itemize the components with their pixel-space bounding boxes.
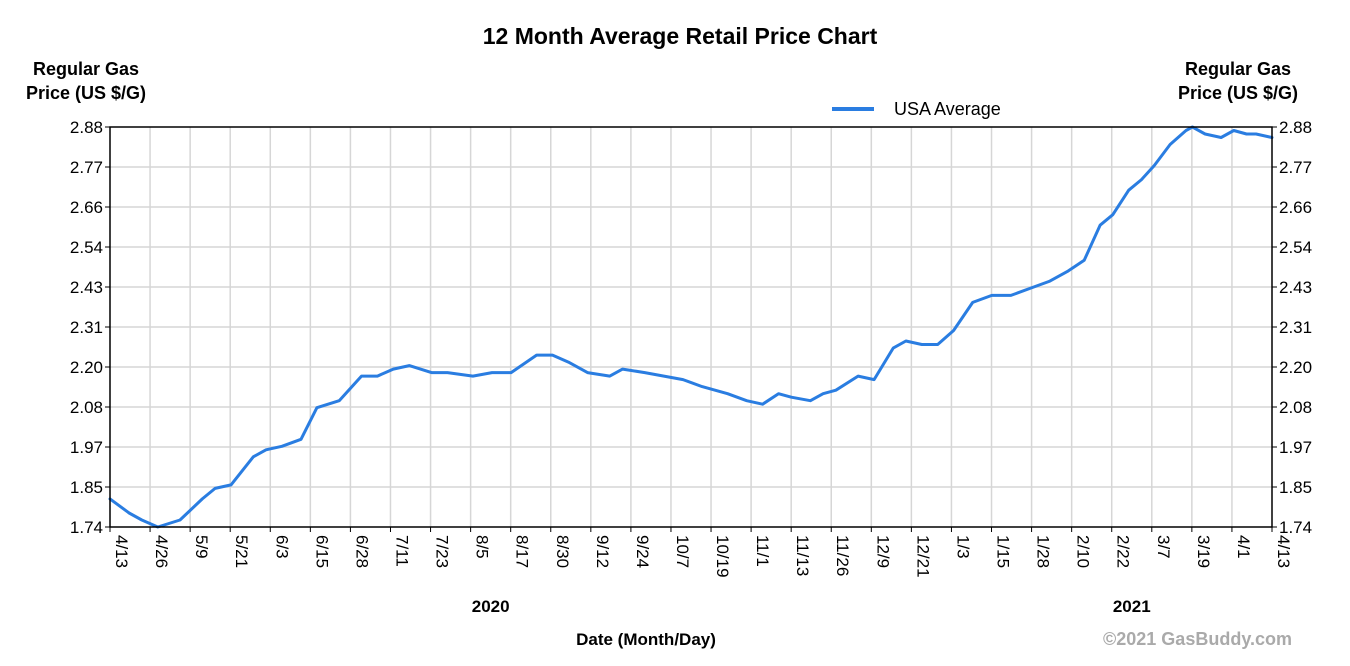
x-tick-label: 4/1 — [1234, 535, 1253, 559]
y-axis-title-left-line2: Price (US $/G) — [26, 83, 146, 103]
y-tick-label-left: 1.97 — [70, 438, 103, 457]
x-tick-label: 1/28 — [1034, 535, 1053, 568]
x-tick-label: 8/5 — [473, 535, 492, 559]
legend: USA Average — [832, 99, 1001, 119]
x-tick-label: 9/12 — [593, 535, 612, 568]
y-axis-left: 1.74 1.85 1.97 2.08 2.20 2.31 2.43 2.54 2.66 2.77… — [70, 118, 110, 537]
y-tick-label-right: 2.54 — [1279, 238, 1312, 257]
y-tick-label-left: 2.66 — [70, 198, 103, 217]
copyright-credit: ©2021 GasBuddy.com — [1103, 629, 1292, 649]
y-axis-title-right-line1: Regular Gas — [1185, 59, 1291, 79]
y-tick-label-right: 1.74 — [1279, 518, 1312, 537]
x-tick-label: 8/30 — [553, 535, 572, 568]
x-tick-label: 3/7 — [1154, 535, 1173, 559]
y-tick-label-right: 2.08 — [1279, 398, 1312, 417]
y-tick-label-right: 2.31 — [1279, 318, 1312, 337]
chart-title: 12 Month Average Retail Price Chart — [483, 23, 878, 49]
y-tick-label-right: 2.66 — [1279, 198, 1312, 217]
x-tick-label: 11/1 — [753, 535, 772, 567]
y-axis-title-left-line1: Regular Gas — [33, 59, 139, 79]
x-tick-label: 2/22 — [1114, 535, 1133, 568]
y-tick-label-right: 1.97 — [1279, 438, 1312, 457]
x-tick-label: 11/13 — [793, 535, 812, 576]
x-tick-label: 12/9 — [873, 535, 892, 568]
y-axis-right: 1.74 1.85 1.97 2.08 2.20 2.31 2.43 2.54 2.66 2.77… — [1272, 118, 1312, 537]
y-tick-label-right: 2.77 — [1279, 158, 1312, 177]
year-label: 2020 — [472, 597, 510, 616]
x-axis-title: Date (Month/Day) — [576, 630, 716, 649]
y-tick-label-right: 1.85 — [1279, 478, 1312, 497]
x-tick-label: 6/3 — [272, 535, 291, 559]
y-tick-label-right: 2.43 — [1279, 278, 1312, 297]
year-labels: 2020 2021 — [472, 597, 1151, 616]
x-tick-label: 7/11 — [392, 535, 411, 567]
y-tick-label-left: 2.08 — [70, 398, 103, 417]
x-tick-label: 6/28 — [352, 535, 371, 568]
x-tick-label: 9/24 — [633, 535, 652, 568]
x-tick-label: 1/3 — [953, 535, 972, 559]
y-tick-label-left: 2.54 — [70, 238, 103, 257]
x-tick-label: 12/21 — [913, 535, 932, 578]
year-label: 2021 — [1113, 597, 1151, 616]
x-tick-label: 11/26 — [833, 535, 852, 576]
y-tick-label-left: 2.77 — [70, 158, 103, 177]
series-usa-average — [108, 125, 1274, 529]
grid — [110, 127, 1272, 527]
y-tick-label-left: 2.88 — [70, 118, 103, 137]
x-tick-label: 6/15 — [312, 535, 331, 568]
x-tick-label: 8/17 — [513, 535, 532, 568]
x-tick-label: 10/19 — [713, 535, 732, 578]
x-tick-label: 4/13 — [112, 535, 131, 568]
y-tick-label-left: 2.31 — [70, 318, 103, 337]
x-tick-label: 10/7 — [673, 535, 692, 568]
y-tick-label-left: 2.43 — [70, 278, 103, 297]
x-tick-label: 2/10 — [1074, 535, 1093, 568]
x-tick-label: 7/23 — [433, 535, 452, 568]
x-tick-label: 1/15 — [994, 535, 1013, 568]
x-tick-label: 3/19 — [1194, 535, 1213, 568]
y-tick-label-right: 2.88 — [1279, 118, 1312, 137]
legend-label: USA Average — [894, 99, 1001, 119]
y-tick-label-left: 2.20 — [70, 358, 103, 377]
y-axis-title-right-line2: Price (US $/G) — [1178, 83, 1298, 103]
plot-frame — [109, 126, 1273, 528]
x-tick-label: 4/13 — [1274, 535, 1293, 568]
y-tick-label-left: 1.85 — [70, 478, 103, 497]
series-line-usa-average — [108, 125, 1274, 529]
y-tick-label-right: 2.20 — [1279, 358, 1312, 377]
x-axis: 4/13 4/26 5/9 5/21 6/3 6/15 6/28 7/11 7/23 8/5 8/1… — [109, 527, 1293, 578]
x-tick-label: 5/21 — [232, 535, 251, 568]
x-tick-label: 5/9 — [192, 535, 211, 559]
x-tick-label: 4/26 — [152, 535, 171, 568]
y-tick-label-left: 1.74 — [70, 518, 103, 537]
